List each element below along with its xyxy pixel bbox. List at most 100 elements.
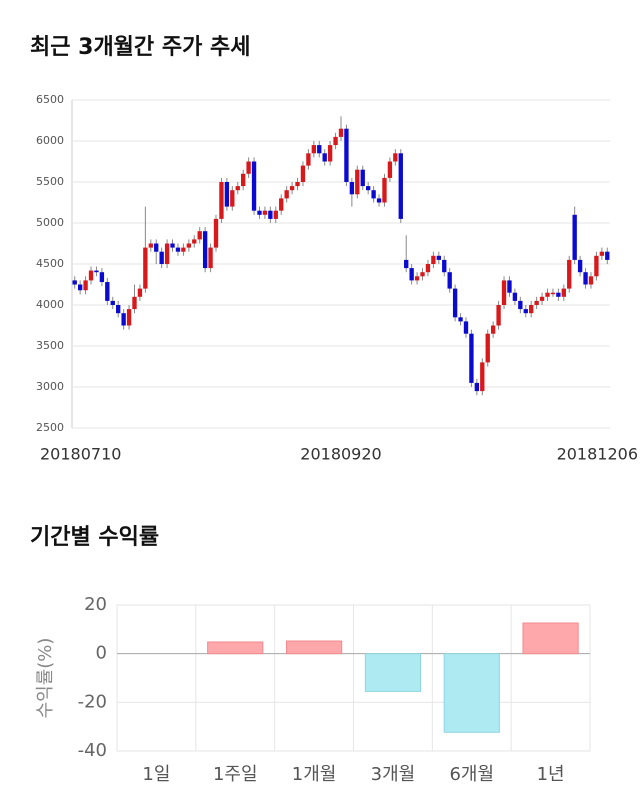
candle-body: [371, 190, 376, 199]
candle-body: [110, 300, 115, 305]
candle-body: [523, 309, 528, 314]
candle-body: [175, 247, 181, 252]
candle-body: [273, 210, 278, 219]
candle-body: [137, 288, 143, 297]
candle-body: [469, 333, 474, 383]
candle-body: [208, 247, 213, 269]
candle-body: [181, 247, 186, 252]
candle-body: [507, 280, 512, 293]
candle-body: [545, 292, 550, 297]
candle-body: [300, 165, 306, 182]
candle-body: [355, 169, 360, 195]
x-tick-label: 1주일: [213, 764, 258, 785]
candle-body: [338, 128, 344, 137]
y-tick-label: 2500: [36, 421, 64, 434]
candle-body: [230, 190, 235, 207]
y-tick-label: 6000: [36, 134, 64, 147]
x-tick-label: 20181206: [557, 445, 638, 464]
x-tick-label: 6개월: [449, 764, 494, 785]
candle-body: [490, 325, 496, 334]
y-tick-label: 4500: [36, 257, 64, 270]
candle-body: [360, 169, 365, 187]
candle-body: [496, 305, 501, 326]
bar: [522, 622, 579, 655]
candle-body: [344, 128, 349, 182]
candle-body: [404, 259, 409, 269]
candle-body: [94, 270, 99, 273]
candle-body: [409, 268, 414, 281]
candle-body: [202, 231, 208, 269]
candle-body: [605, 251, 610, 260]
candle-body: [349, 182, 355, 195]
candle-body: [164, 243, 170, 264]
x-tick-label: 1일: [142, 764, 170, 785]
y-tick-label: 3500: [36, 339, 64, 352]
candle-body: [452, 288, 458, 318]
x-tick-label: 20180920: [300, 445, 381, 464]
candle-body: [148, 243, 153, 248]
candle-body: [306, 153, 311, 166]
candle-body: [99, 272, 105, 283]
candle-body: [121, 313, 126, 326]
candle-body: [186, 243, 192, 248]
candle-body: [159, 251, 164, 264]
x-tick-label: 20180710: [40, 445, 121, 464]
candle-body: [594, 255, 599, 277]
y-tick-label: 0: [96, 643, 107, 664]
candle-body: [333, 136, 338, 146]
candle-body: [246, 161, 251, 174]
chart-title: 최근 3개월간 주가 추세: [30, 35, 250, 60]
candle-body: [311, 145, 317, 154]
candle-body: [529, 305, 534, 314]
candle-body: [534, 300, 539, 305]
candle-body: [539, 296, 545, 301]
candle-body: [588, 276, 594, 285]
y-tick-label: 5000: [36, 216, 64, 229]
candle-body: [398, 153, 403, 219]
candle-body: [241, 173, 246, 187]
y-tick-label: 4000: [36, 298, 64, 311]
candle-body: [170, 243, 175, 248]
candle-body: [83, 280, 88, 291]
candle-body: [480, 362, 485, 392]
candle-body: [376, 198, 382, 203]
candle-body: [295, 182, 300, 187]
y-tick-label: 20: [84, 594, 107, 615]
candle-body: [154, 243, 159, 252]
candle-body: [550, 292, 556, 295]
candle-body: [126, 309, 132, 326]
candle-body: [420, 272, 425, 277]
candle-body: [501, 280, 507, 305]
candle-body: [425, 264, 431, 273]
candle-body: [317, 145, 322, 154]
candle-body: [393, 153, 398, 162]
candle-body: [567, 259, 572, 289]
candle-body: [116, 305, 121, 314]
bar: [285, 640, 343, 655]
candle-body: [279, 198, 284, 211]
candle-body: [382, 177, 387, 203]
candle-body: [447, 272, 452, 289]
y-tick-label: 6500: [36, 93, 64, 106]
candle-body: [518, 300, 523, 310]
candle-body: [105, 282, 110, 301]
y-tick-label: 5500: [36, 175, 64, 188]
candle-body: [262, 210, 268, 215]
y-tick-label: -40: [78, 740, 107, 761]
candle-body: [463, 321, 469, 334]
candle-body: [583, 272, 588, 285]
candle-body: [132, 296, 137, 310]
x-tick-label: 3개월: [371, 764, 416, 785]
bar: [364, 653, 422, 692]
chart-title: 기간별 수익률: [30, 525, 159, 550]
candle-body: [197, 231, 202, 240]
candle-body: [431, 255, 436, 264]
x-tick-label: 1개월: [292, 764, 337, 785]
candle-body: [192, 239, 197, 244]
candle-body: [387, 161, 393, 178]
candle-body: [322, 153, 327, 162]
candle-body: [577, 259, 583, 273]
candle-body: [556, 292, 561, 297]
candle-body: [572, 214, 577, 260]
